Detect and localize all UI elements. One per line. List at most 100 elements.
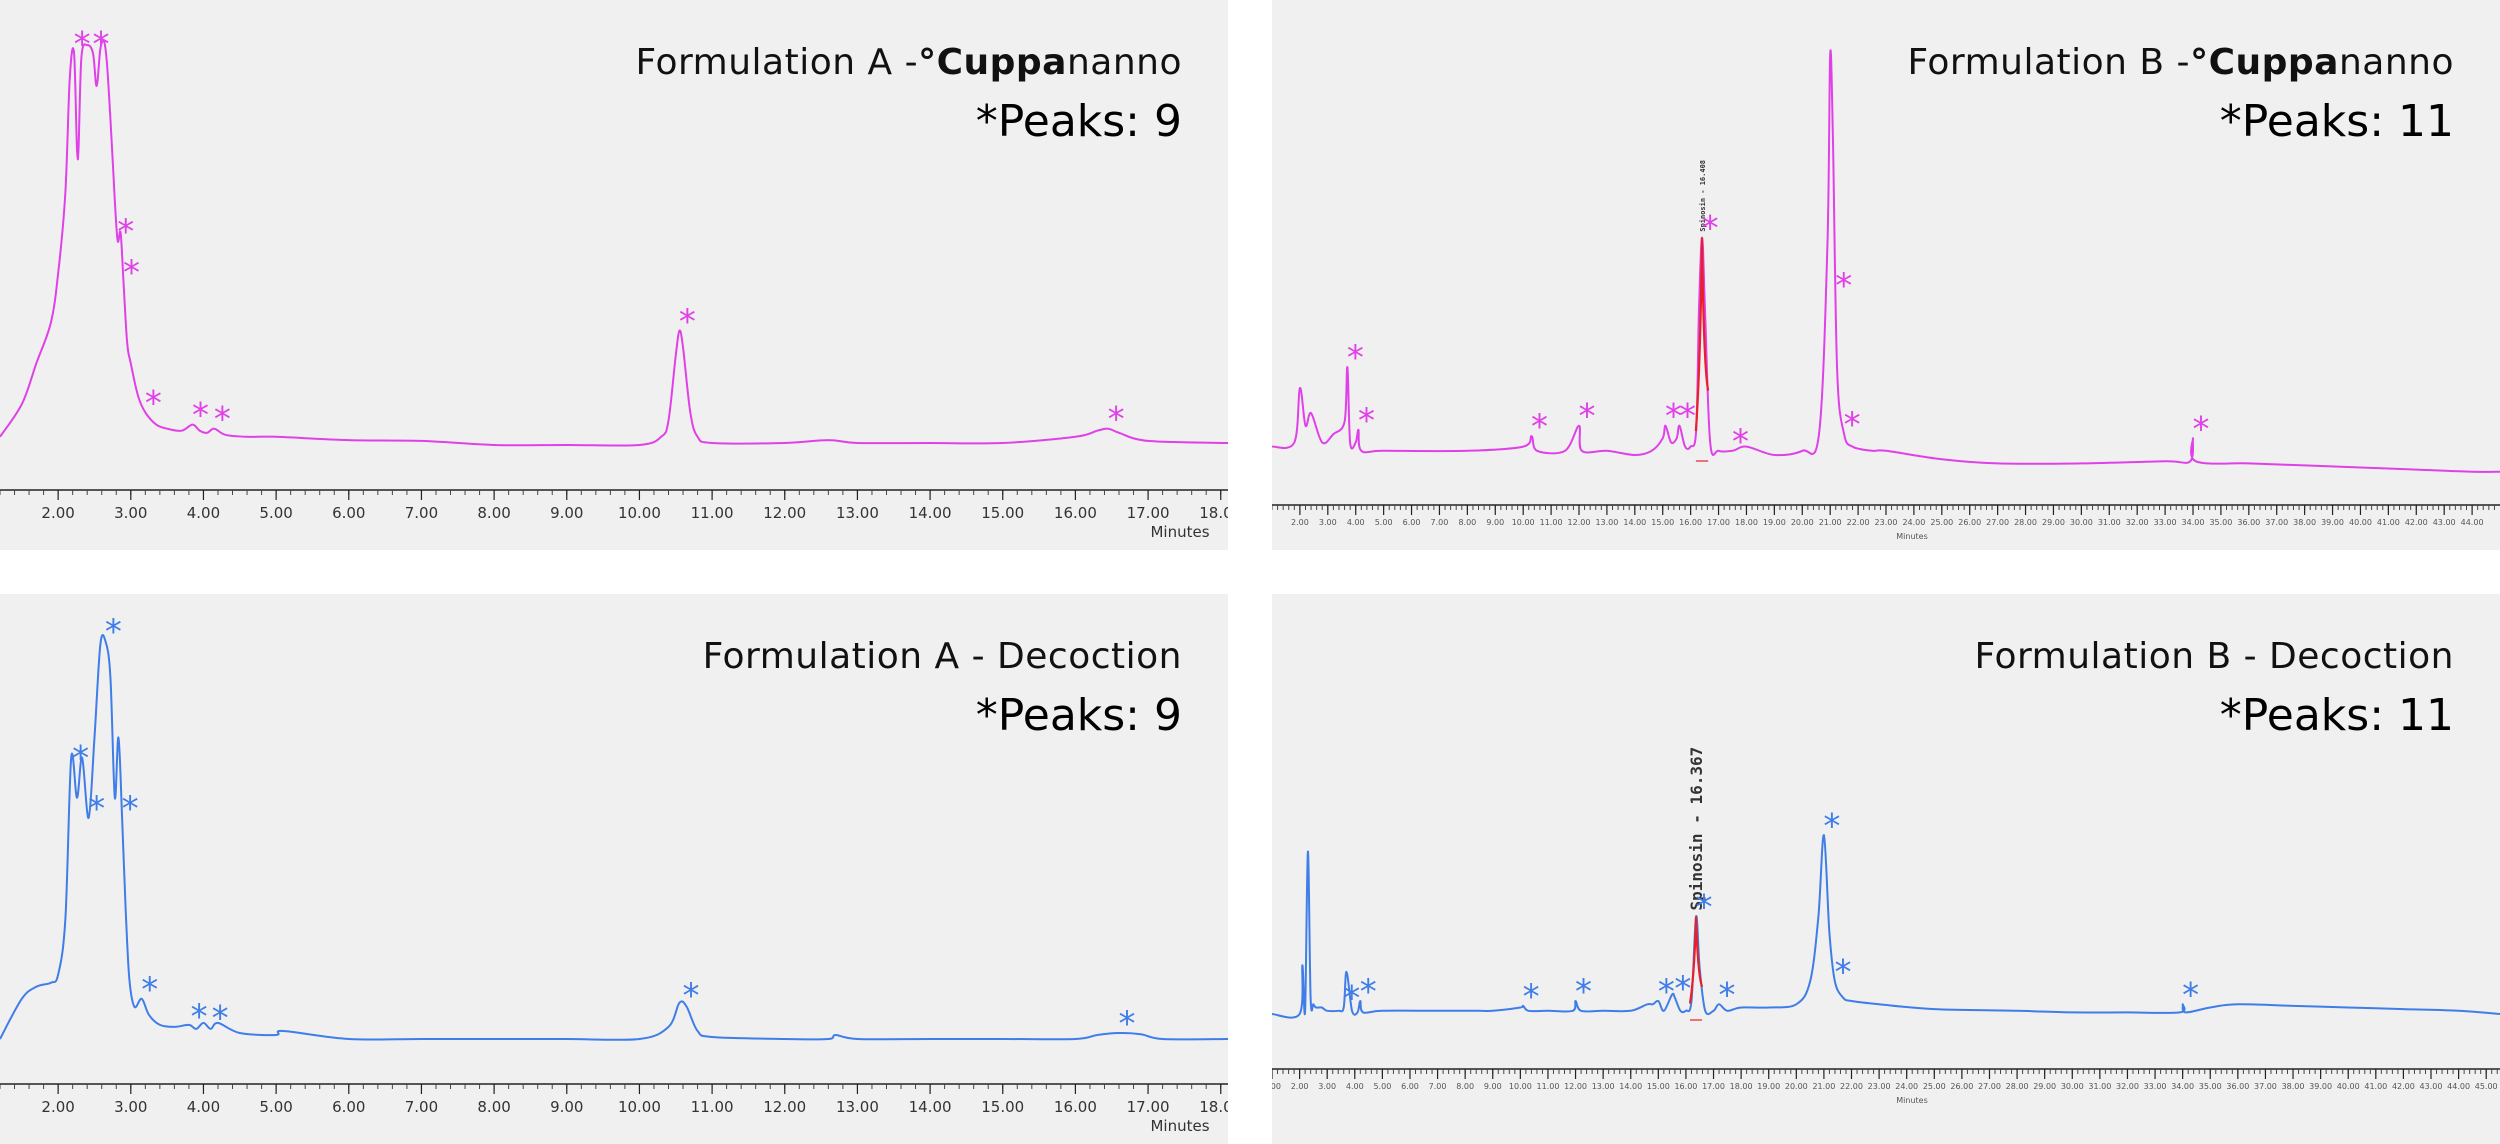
x-tick-label: 3.00 (1319, 518, 1337, 527)
x-tick-label: 11.00 (691, 1098, 734, 1116)
peak-marker: * (93, 24, 110, 64)
x-tick-label: 7.00 (1431, 518, 1449, 527)
x-tick-label: 3.00 (114, 1098, 147, 1116)
peak-marker: * (679, 302, 696, 342)
chromatogram-panel-formulation-a-decoction: * * * * * * * * * 2.00 3.00 4.00 5.00 6.00 7.00 8.00 9.0… (0, 594, 1228, 1144)
x-tick-label: 4.00 (187, 1098, 220, 1116)
panel-title: Formulation A - Decoction (702, 636, 1182, 677)
peak-marker: * (123, 253, 140, 293)
x-axis-title: Minutes (1150, 1117, 1209, 1135)
peaks-count-label: *Peaks: 11 (2219, 690, 2454, 741)
x-tick-label: 30.00 (2061, 1082, 2084, 1091)
x-axis-title: Minutes (1896, 1096, 1928, 1105)
chromatogram-trace (1272, 834, 2500, 1019)
peak-marker: * (1719, 975, 1736, 1015)
peak-marker: * (1679, 397, 1696, 437)
x-tick-label: 11.00 (691, 504, 734, 522)
peak-marker: * (1696, 888, 1713, 928)
x-tick-label: 42.00 (2392, 1082, 2415, 1091)
x-tick-label: 5.00 (259, 1098, 292, 1116)
x-tick-label: 10.00 (618, 504, 661, 522)
x-tick-label: 7.00 (405, 504, 438, 522)
x-tick-label: 19.00 (1763, 518, 1786, 527)
x-tick-label: 16.00 (1679, 518, 1702, 527)
x-tick-label: 24.00 (1902, 518, 1925, 527)
x-tick-label: 20.00 (1791, 518, 1814, 527)
peak-marker: * (683, 976, 700, 1016)
x-tick-label: 16.00 (1054, 1098, 1097, 1116)
peak-marker: * (2193, 409, 2210, 449)
x-tick-label: 14.00 (909, 504, 952, 522)
x-tick-label: 39.00 (2309, 1082, 2332, 1091)
x-tick-label: 15.00 (981, 504, 1024, 522)
spinosin-label: Spinosin - 16.408 (1699, 160, 1707, 232)
x-tick-label: 15.00 (981, 1098, 1024, 1116)
title-brand-bold: °Cuppa (2190, 42, 2339, 83)
peak-marker: * (212, 999, 229, 1039)
chromatogram-panel-formulation-a-cuppananno: * * * * * * * * * 2.00 3.00 4.00 5.00 6.00 7.00 8.00 9.0… (0, 0, 1228, 550)
x-tick-label: 9.00 (1486, 518, 1504, 527)
x-tick-label: 8.00 (1458, 518, 1476, 527)
peak-marker: * (1343, 979, 1360, 1019)
x-tick-label: 43.00 (2433, 518, 2456, 527)
x-tick-label: 13.00 (836, 504, 879, 522)
x-axis-title: Minutes (1896, 532, 1928, 541)
x-tick-label: 2.00 (41, 1098, 74, 1116)
x-tick-label: 5.00 (259, 504, 292, 522)
x-tick-label: 38.00 (2293, 518, 2316, 527)
x-tick-label: 41.00 (2377, 518, 2400, 527)
peaks-count-label: *Peaks: 9 (975, 96, 1182, 147)
x-tick-label: 35.00 (2209, 518, 2232, 527)
x-tick-label: 29.00 (2033, 1082, 2056, 1091)
peak-marker: * (141, 970, 158, 1010)
x-tick-label: 25.00 (1923, 1082, 1946, 1091)
x-tick-label: 37.00 (2265, 518, 2288, 527)
spinosin-peak (1688, 916, 1704, 1004)
x-tick-label: 26.00 (1958, 518, 1981, 527)
x-tick-label: 31.00 (2088, 1082, 2111, 1091)
x-tick-label: 40.00 (2349, 518, 2372, 527)
peak-marker: * (1665, 397, 1682, 437)
peak-marker: * (145, 383, 162, 423)
chromatogram-plot: Spinosin - 16.367***********1.002.003.00… (1272, 747, 2500, 1105)
x-tick-label: 21.00 (1812, 1082, 1835, 1091)
x-tick-label: 16.00 (1054, 504, 1097, 522)
peak-marker: * (72, 739, 89, 779)
x-tick-label: 8.00 (477, 1098, 510, 1116)
x-tick-label: 8.00 (477, 504, 510, 522)
panel-title: Formulation B -°Cuppananno (1907, 42, 2454, 83)
x-tick-label: 12.00 (763, 504, 806, 522)
title-brand-bold: °Cuppa (918, 42, 1067, 83)
x-tick-label: 44.00 (2447, 1082, 2470, 1091)
x-tick-label: 5.00 (1375, 518, 1393, 527)
chromatogram-trace (0, 634, 1228, 1041)
x-tick-label: 4.00 (1346, 1082, 1364, 1091)
x-tick-label: 43.00 (2420, 1082, 2443, 1091)
x-tick-label: 36.00 (2226, 1082, 2249, 1091)
x-tick-label: 37.00 (2254, 1082, 2277, 1091)
x-tick-label: 34.00 (2171, 1082, 2194, 1091)
peak-marker: * (117, 212, 134, 252)
peak-marker: * (122, 789, 139, 829)
spinosin-peak (1694, 237, 1710, 432)
peak-marker: * (1834, 953, 1851, 993)
x-tick-label: 2.00 (41, 504, 74, 522)
x-tick-label: 10.00 (1512, 518, 1535, 527)
x-tick-label: 10.00 (618, 1098, 661, 1116)
x-tick-label: 20.00 (1785, 1082, 1808, 1091)
x-tick-label: 1.00 (1272, 1082, 1281, 1091)
peak-marker: * (1575, 972, 1592, 1012)
peak-marker: * (105, 612, 122, 652)
x-tick-label: 9.00 (550, 1098, 583, 1116)
peaks-count-label: *Peaks: 9 (975, 690, 1182, 741)
x-tick-label: 6.00 (332, 1098, 365, 1116)
peak-marker: * (191, 997, 208, 1037)
x-tick-label: 22.00 (1847, 518, 1870, 527)
x-axis-title: Minutes (1150, 523, 1209, 541)
x-tick-label: 45.00 (2475, 1082, 2498, 1091)
x-tick-label: 6.00 (1403, 518, 1421, 527)
x-tick-label: 18.00 (1199, 1098, 1228, 1116)
panel-title: Formulation A -°Cuppananno (636, 42, 1182, 83)
title-brand-rest: nanno (2338, 42, 2454, 83)
